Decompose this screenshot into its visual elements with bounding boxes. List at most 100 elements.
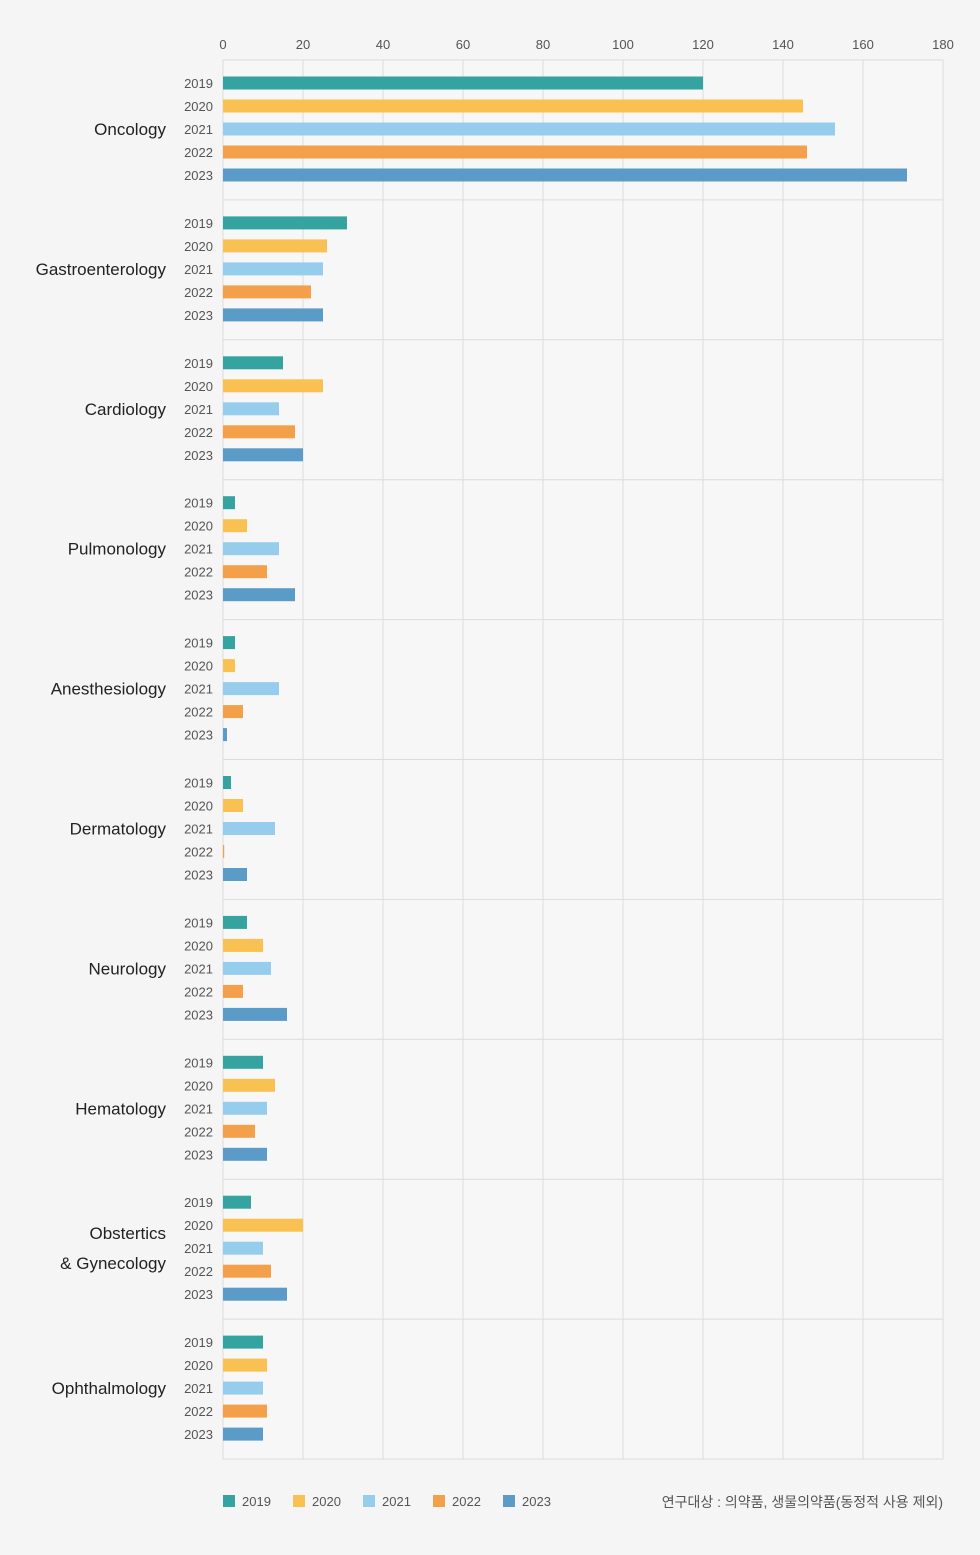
series-year-label: 2023 [184, 1147, 213, 1162]
series-year-label: 2021 [184, 1381, 213, 1396]
series-year-label: 2019 [184, 776, 213, 791]
bar-2020 [223, 379, 323, 393]
series-year-label: 2021 [184, 1101, 213, 1116]
x-tick-label: 100 [612, 37, 634, 52]
series-year-label: 2021 [184, 262, 213, 277]
series-year-label: 2021 [184, 682, 213, 697]
bar-2023 [223, 1007, 287, 1021]
legend-label: 2021 [382, 1494, 411, 1509]
category-label: Dermatology [70, 820, 167, 839]
series-year-label: 2019 [184, 496, 213, 511]
category-label: Cardiology [85, 400, 167, 419]
x-tick-label: 60 [456, 37, 470, 52]
series-year-label: 2022 [184, 705, 213, 720]
bar-2023 [223, 868, 247, 881]
series-year-label: 2023 [184, 1427, 213, 1442]
legend-swatch [503, 1495, 515, 1507]
bar-2022 [223, 565, 267, 579]
series-year-label: 2023 [184, 728, 213, 743]
series-year-label: 2019 [184, 1195, 213, 1210]
series-year-label: 2022 [184, 425, 213, 440]
bar-2020 [223, 519, 247, 533]
bar-2021 [223, 262, 323, 276]
bar-2019 [223, 915, 247, 929]
bar-2019 [223, 776, 231, 789]
legend: 2019 2020 2021 2022 2023 [223, 1494, 551, 1509]
bar-2021 [223, 961, 271, 975]
series-year-label: 2022 [184, 845, 213, 860]
bar-2022 [223, 984, 243, 998]
x-tick-label: 180 [932, 37, 954, 52]
bar-2021 [223, 1381, 263, 1395]
bar-2022 [223, 705, 243, 719]
x-tick-label: 40 [376, 37, 390, 52]
series-year-label: 2023 [184, 1287, 213, 1302]
series-year-label: 2022 [184, 565, 213, 580]
category-label: Ophthalmology [52, 1379, 167, 1398]
legend-label: 2023 [522, 1494, 551, 1509]
bar-2023 [223, 168, 907, 182]
bar-2020 [223, 239, 327, 253]
series-year-label: 2019 [184, 1055, 213, 1070]
series-year-label: 2022 [184, 984, 213, 999]
series-year-label: 2021 [184, 402, 213, 417]
x-tick-label: 140 [772, 37, 794, 52]
bars-layer [223, 76, 907, 1441]
x-tick-label: 20 [296, 37, 310, 52]
legend-swatch [433, 1495, 445, 1507]
bar-2023 [223, 308, 323, 322]
bar-2019 [223, 636, 235, 650]
series-year-label: 2020 [184, 519, 213, 534]
series-year-label: 2021 [184, 1241, 213, 1256]
bar-2022 [223, 425, 295, 439]
legend-label: 2022 [452, 1494, 481, 1509]
series-year-label: 2020 [184, 99, 213, 114]
series-year-label: 2022 [184, 1404, 213, 1419]
series-year-label: 2019 [184, 216, 213, 231]
bar-2019 [223, 216, 347, 230]
series-year-label: 2020 [184, 1358, 213, 1373]
category-label: Anesthesiology [51, 680, 167, 699]
bar-2020 [223, 99, 803, 113]
bar-2023 [223, 1427, 263, 1441]
bar-2021 [223, 822, 275, 835]
bar-2019 [223, 1335, 263, 1349]
legend-label: 2019 [242, 1494, 271, 1509]
bar-2019 [223, 356, 283, 370]
category-label: Obstertics [89, 1224, 166, 1243]
category-label: & Gynecology [60, 1254, 166, 1273]
bar-2020 [223, 1358, 267, 1372]
bar-2019 [223, 1195, 251, 1209]
bar-2021 [223, 682, 279, 696]
series-year-label: 2023 [184, 168, 213, 183]
series-year-label: 2021 [184, 961, 213, 976]
bar-2023 [223, 1147, 267, 1161]
series-year-label: 2020 [184, 379, 213, 394]
series-year-label: 2023 [184, 588, 213, 603]
bar-2021 [223, 402, 279, 416]
category-label: Hematology [75, 1099, 166, 1118]
bar-2021 [223, 1241, 263, 1255]
bar-2022 [223, 845, 225, 858]
bar-2019 [223, 76, 703, 90]
x-axis-ticks: 0 20 40 60 80 100 120 140 160 180 [219, 37, 953, 52]
series-year-label: 2020 [184, 799, 213, 814]
bar-2022 [223, 145, 807, 159]
series-year-label: 2020 [184, 1078, 213, 1093]
series-year-label: 2022 [184, 1264, 213, 1279]
series-year-label: 2021 [184, 122, 213, 137]
x-tick-label: 0 [219, 37, 226, 52]
series-year-label: 2020 [184, 239, 213, 254]
series-year-label: 2019 [184, 915, 213, 930]
category-label: Neurology [89, 959, 167, 978]
legend-label: 2020 [312, 1494, 341, 1509]
series-year-label: 2019 [184, 76, 213, 91]
bar-2020 [223, 659, 235, 673]
x-tick-label: 80 [536, 37, 550, 52]
series-year-label: 2020 [184, 659, 213, 674]
series-year-label: 2023 [184, 308, 213, 323]
series-year-label: 2019 [184, 1335, 213, 1350]
bar-2023 [223, 728, 227, 742]
bar-2023 [223, 588, 295, 602]
